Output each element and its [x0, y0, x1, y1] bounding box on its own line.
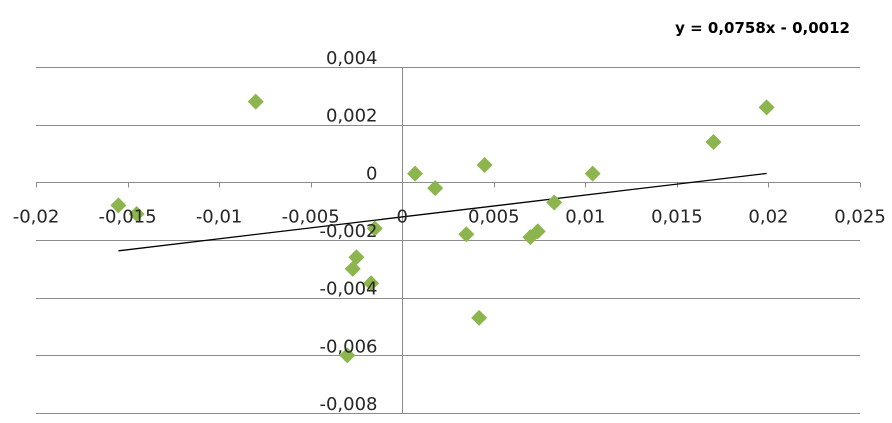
data-point — [339, 347, 356, 364]
trendline-equation: y = 0,0758x - 0,0012 — [675, 19, 850, 37]
data-point — [407, 165, 424, 182]
x-tick-label: -0,015 — [99, 207, 157, 228]
data-point — [110, 197, 127, 214]
x-tick-label: 0 — [396, 207, 407, 228]
y-tick-label: -0,008 — [319, 394, 377, 415]
data-point — [584, 165, 601, 182]
data-point — [363, 275, 380, 292]
data-point — [476, 157, 493, 174]
trendline — [118, 172, 767, 252]
y-tick-label: 0 — [366, 163, 377, 184]
y-tick-label: 0,004 — [326, 48, 378, 69]
x-tick-label: 0,02 — [748, 207, 788, 228]
x-tick-label: 0,01 — [565, 207, 605, 228]
x-tick-label: -0,005 — [282, 207, 340, 228]
x-tick-label: 0,005 — [468, 207, 520, 228]
data-point — [427, 180, 444, 197]
data-point — [471, 309, 488, 326]
data-point — [128, 206, 145, 223]
y-tick-label: -0,006 — [319, 336, 377, 357]
x-tick-label: 0,015 — [651, 207, 703, 228]
data-point — [247, 93, 264, 110]
x-tick-label: -0,01 — [196, 207, 243, 228]
data-point — [705, 133, 722, 150]
data-point — [529, 223, 546, 240]
x-tick-label: 0,025 — [834, 207, 886, 228]
data-point — [348, 249, 365, 266]
y-tick-label: 0,002 — [326, 106, 378, 127]
gridlines — [36, 67, 860, 414]
x-tick-label: -0,02 — [13, 207, 60, 228]
data-point — [758, 99, 775, 116]
data-points — [110, 93, 775, 364]
y-tick-label: -0,002 — [319, 221, 377, 242]
data-point — [458, 226, 475, 243]
axes — [36, 67, 861, 414]
y-tick-label: -0,004 — [319, 279, 377, 300]
tick-labels: -0,02 -0,015 -0,01 -0,005 0 0,005 0,01 0,015 0,0… — [13, 48, 886, 415]
trendline-group — [118, 172, 767, 252]
data-point — [366, 220, 383, 237]
data-point — [546, 194, 563, 211]
